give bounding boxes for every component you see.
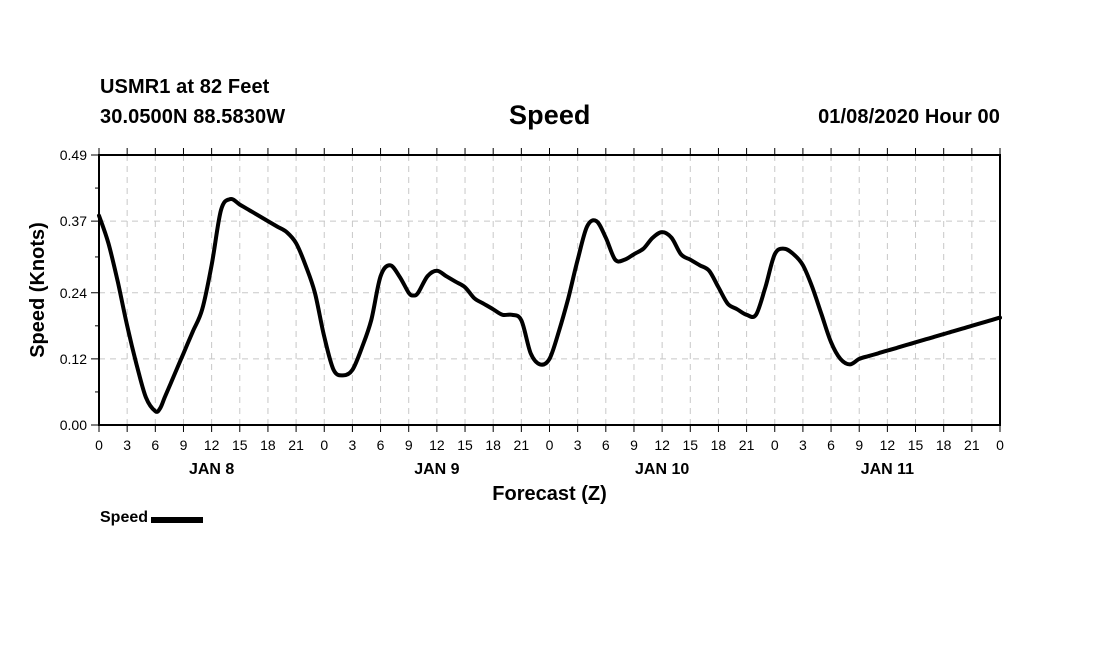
x-tick-label: 0 [320,437,328,453]
station-coordinates: 30.0500N 88.5830W [100,106,286,128]
day-label: JAN 8 [189,461,234,478]
x-tick-label: 21 [514,437,530,453]
x-tick-label: 9 [180,437,188,453]
x-tick-label: 6 [827,437,835,453]
day-label: JAN 11 [861,461,914,478]
x-tick-label: 12 [654,437,670,453]
x-tick-label: 9 [855,437,863,453]
x-tick-label: 12 [880,437,896,453]
y-tick-label: 0.00 [60,417,87,433]
y-tick-label: 0.49 [60,147,87,163]
x-tick-label: 15 [908,437,924,453]
x-tick-label: 18 [260,437,276,453]
x-tick-label: 3 [799,437,807,453]
legend: Speed [100,509,204,527]
x-tick-label: 21 [288,437,304,453]
x-tick-label: 15 [682,437,698,453]
x-tick-label: 6 [151,437,159,453]
series-line-speed [97,197,1002,414]
legend-swatch [151,517,204,523]
x-tick-label: 0 [95,437,103,453]
x-tick-label: 18 [711,437,727,453]
day-label: JAN 10 [635,461,689,478]
x-tick-label: 18 [485,437,501,453]
x-tick-label: 3 [123,437,131,453]
x-tick-label: 9 [405,437,413,453]
x-tick-label: 3 [349,437,357,453]
x-tick-label: 3 [574,437,582,453]
x-tick-label: 9 [630,437,638,453]
day-label: JAN 9 [414,461,459,478]
x-tick-label: 15 [457,437,473,453]
x-tick-label: 6 [602,437,610,453]
x-tick-label: 15 [232,437,248,453]
series-layer [97,197,1002,414]
ticks-layer [91,148,1001,432]
x-tick-label: 0 [771,437,779,453]
y-tick-label: 0.37 [60,213,87,229]
x-tick-label: 12 [429,437,445,453]
grid-layer [99,155,1000,425]
x-tick-label: 21 [739,437,755,453]
legend-label: Speed [100,509,149,526]
x-axis-label: Forecast (Z) [492,483,606,505]
chart-title: Speed [509,100,591,130]
forecast-run-time: 01/08/2020 Hour 00 [818,106,1000,128]
x-tick-label: 21 [964,437,980,453]
y-tick-label: 0.12 [60,351,87,367]
y-axis-label: Speed (Knots) [27,222,49,358]
x-tick-label: 18 [936,437,952,453]
x-tick-label: 0 [546,437,554,453]
y-tick-label: 0.24 [60,285,87,301]
x-tick-label: 6 [377,437,385,453]
station-label: USMR1 at 82 Feet [100,76,270,98]
tick-labels: 0 3 6 9 12 15 18 21 0 3 6 9 12 15 18 21 0 3 6 9 12 15 18 21 0 3 6 9… [60,147,1004,478]
x-tick-label: 12 [204,437,220,453]
x-tick-label: 0 [996,437,1004,453]
